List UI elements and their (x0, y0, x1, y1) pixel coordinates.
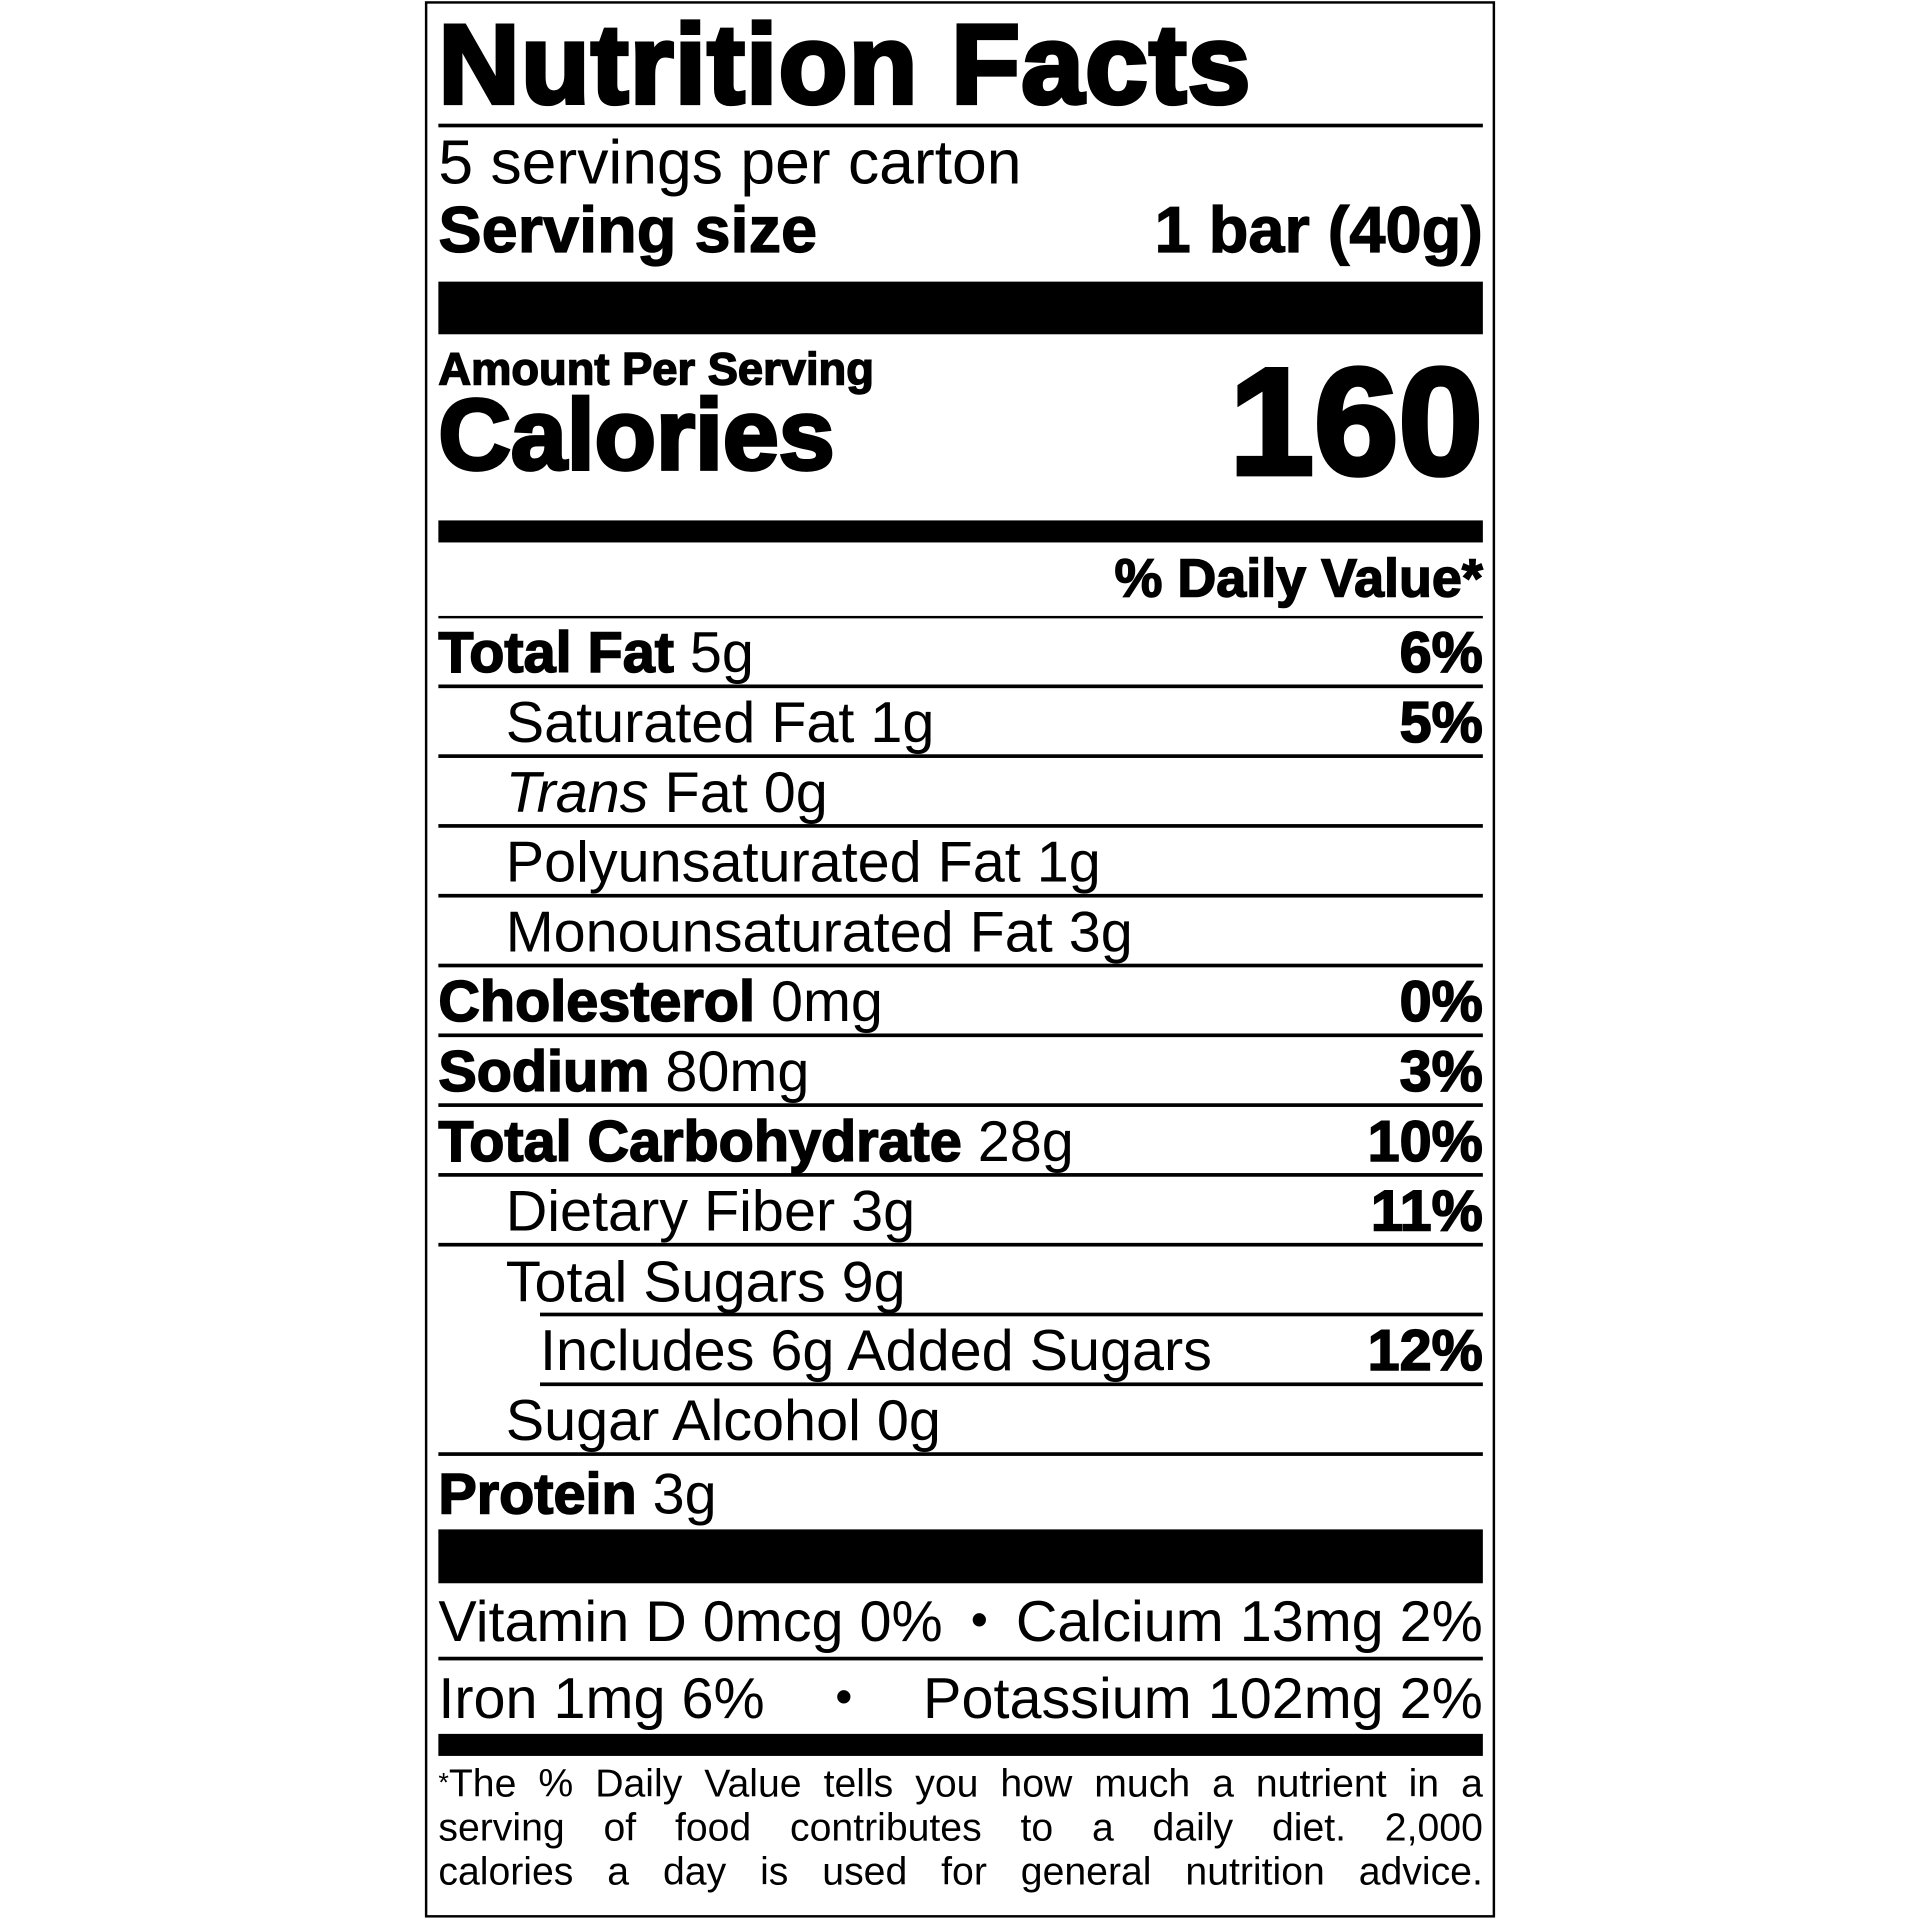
vitamin-row: Iron 1mg 6% • Potassium 102mg 2% (438, 1660, 1482, 1733)
serving-size-label: Serving size (438, 194, 818, 267)
nutrient-row-monounsaturated-fat: Monounsaturated Fat 3g (438, 898, 1483, 968)
footnote-line: calories a day is used for general nutri… (438, 1848, 1483, 1894)
nutrient-amount: 0g (876, 1386, 941, 1452)
nutrient-dv: 5% (1399, 688, 1484, 754)
nutrient-name: Total Fat (438, 618, 675, 684)
nutrient-amount: 9g (841, 1248, 906, 1314)
nutrient-name: Sodium (438, 1037, 651, 1103)
bullet-separator: • (970, 1592, 988, 1647)
vitamin-right: Calcium 13mg 2% (1015, 1587, 1483, 1653)
serving-size-value: 1 bar (40g) (1154, 194, 1483, 267)
nutrient-row-total-carbohydrate: Total Carbohydrate 28g 10% (438, 1107, 1484, 1177)
amount-per-serving: Amount Per Serving (438, 343, 875, 395)
serving-size-row: Serving size 1 bar (40g) (438, 194, 1484, 267)
nutrient-amount: 80mg (665, 1037, 810, 1103)
servings-per-container: 5 servings per carton (438, 127, 1022, 198)
nutrient-row-saturated-fat: Saturated Fat 1g 5% (438, 688, 1484, 758)
nutrient-name: Total Carbohydrate (438, 1107, 963, 1173)
nutrient-name: Protein (438, 1459, 638, 1526)
nutrition-facts-label: Nutrition Facts 5 servings per carton Se… (424, 1, 1496, 1918)
nutrient-row-polyunsaturated-fat: Polyunsaturated Fat 1g (438, 828, 1483, 898)
footnote-star: * (438, 1766, 449, 1798)
divider-medium (438, 1733, 1483, 1756)
nutrient-amount: 0g (763, 758, 828, 824)
nutrient-amount: 1g (1036, 828, 1101, 894)
nutrient-name: Saturated Fat (505, 688, 855, 754)
nutrient-row-trans-fat: Trans Fat 0g (438, 758, 1483, 828)
nutrient-amount: 3g (851, 1177, 916, 1243)
calories-label: Calories (437, 379, 837, 492)
nutrient-row-sugar-alcohol: Sugar Alcohol 0g (438, 1386, 1483, 1456)
bullet-separator: • (835, 1669, 853, 1724)
nutrient-amount: 5g (689, 618, 754, 684)
nutrient-amount: 3g (1068, 898, 1133, 964)
nutrient-name: Monounsaturated Fat (505, 898, 1053, 964)
nutrient-row-sodium: Sodium 80mg 3% (438, 1037, 1484, 1107)
nutrient-dv: 10% (1367, 1107, 1484, 1173)
divider-medium (438, 520, 1483, 543)
label-title: Nutrition Facts (436, 6, 1483, 128)
nutrient-row-dietary-fiber: Dietary Fiber 3g 11% (438, 1177, 1484, 1247)
nutrient-amount: 3g (652, 1460, 717, 1526)
nutrient-name: Fat (664, 758, 748, 824)
nutrient-name: Includes 6g Added Sugars (540, 1316, 1212, 1382)
footnote-line: The % Daily Value tells you how much a n… (448, 1760, 1483, 1805)
nutrient-name: Sugar Alcohol (505, 1386, 861, 1452)
vitamin-row: Vitamin D 0mcg 0% • Calcium 13mg 2% (438, 1583, 1483, 1661)
nutrient-amount: 28g (977, 1107, 1074, 1173)
nutrient-dv: 6% (1399, 618, 1484, 684)
nutrient-amount: 0mg (770, 967, 883, 1033)
nutrient-dv: 3% (1399, 1037, 1484, 1103)
divider-thick (438, 281, 1483, 335)
vitamin-right: Potassium 102mg 2% (923, 1664, 1483, 1730)
nutrient-name: Total Sugars (505, 1248, 826, 1314)
nutrient-dv: 12% (1367, 1316, 1484, 1382)
footnote: *The % Daily Value tells you how much a … (438, 1761, 1482, 1893)
nutrient-amount: 1g (870, 688, 935, 754)
nutrient-name-italic: Trans (505, 758, 649, 824)
nutrient-row-total-sugars: Total Sugars 9g (438, 1247, 1482, 1317)
vitamin-left: Iron 1mg 6% (438, 1664, 765, 1730)
nutrient-dv: 11% (1370, 1177, 1484, 1243)
nutrient-row-cholesterol: Cholesterol 0mg 0% (438, 967, 1484, 1038)
calories-value: 160 (1227, 337, 1485, 507)
nutrient-name: Polyunsaturated Fat (505, 828, 1021, 894)
nutrient-name: Cholesterol (438, 967, 756, 1033)
nutrient-row-protein: Protein 3g (438, 1456, 1482, 1529)
footnote-line: serving of food contributes to a daily d… (438, 1804, 1483, 1849)
nutrient-row-added-sugars: Includes 6g Added Sugars 12% (540, 1312, 1484, 1387)
daily-value-header: % Daily Value* (438, 542, 1484, 619)
nutrient-dv: 0% (1399, 967, 1484, 1033)
nutrient-name: Dietary Fiber (505, 1177, 836, 1243)
divider-thick (438, 1529, 1483, 1584)
calories-row: Calories 160 (437, 344, 1486, 501)
vitamin-left: Vitamin D 0mcg 0% (438, 1587, 943, 1653)
nutrient-row-total-fat: Total Fat 5g 6% (438, 618, 1484, 689)
